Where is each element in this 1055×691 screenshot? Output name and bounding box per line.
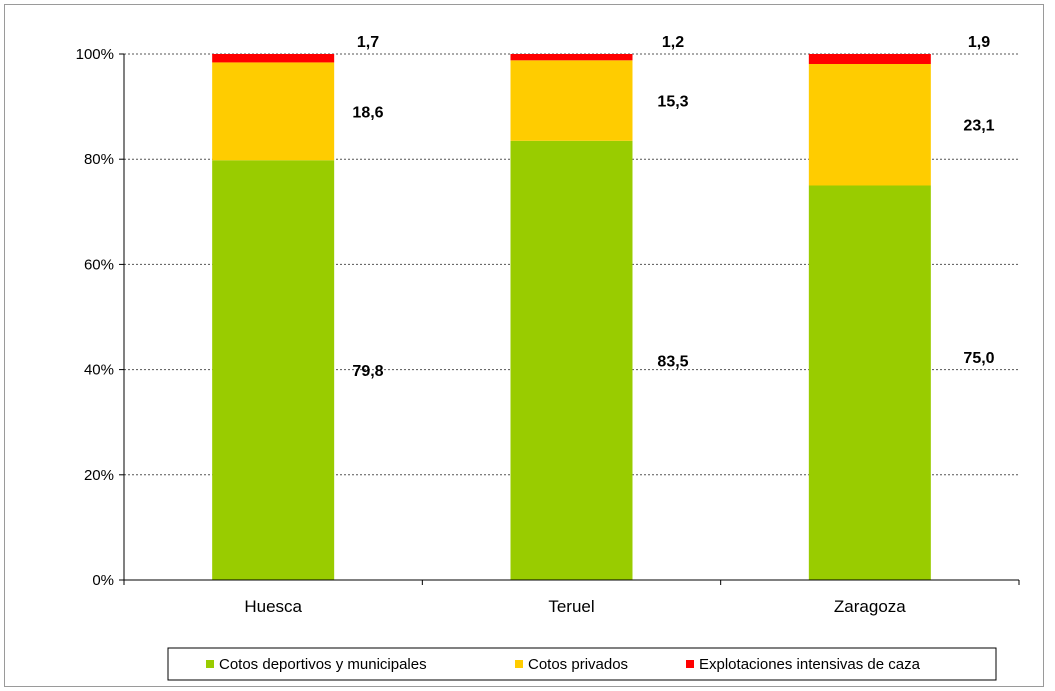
bar-segment	[510, 54, 633, 61]
data-labels: 79,8 18,6 1,7 83,5 15,3 1,2 75,0 23,1 1,9	[352, 34, 994, 380]
bar-segment	[808, 54, 931, 64]
bars	[212, 54, 931, 581]
legend: Cotos deportivos y municipales Cotos priv…	[167, 647, 997, 681]
data-label: 23,1	[963, 118, 994, 135]
legend-swatch	[686, 660, 694, 668]
bar-segment	[212, 160, 335, 580]
y-tick-label: 80%	[84, 151, 114, 168]
data-label: 75,0	[963, 350, 994, 367]
data-label: 1,9	[968, 34, 990, 51]
legend-label: Cotos deportivos y municipales	[219, 656, 427, 673]
y-tick-label: 60%	[84, 256, 114, 273]
data-label: 1,2	[662, 34, 684, 51]
data-label: 1,7	[357, 34, 379, 51]
data-label: 15,3	[657, 94, 688, 111]
legend-label: Cotos privados	[528, 656, 628, 673]
y-tick-label: 0%	[92, 572, 114, 589]
bar-segment	[212, 54, 335, 63]
x-category-label: Teruel	[548, 597, 594, 616]
legend-swatch	[206, 660, 214, 668]
x-category-label: Huesca	[244, 597, 302, 616]
bar-segment	[510, 60, 633, 141]
bar-segment	[808, 63, 931, 186]
data-label: 79,8	[352, 363, 383, 380]
bar-segment	[510, 140, 633, 581]
y-tick-label: 40%	[84, 362, 114, 379]
legend-label: Explotaciones intensivas de caza	[699, 656, 921, 673]
x-category-label: Zaragoza	[834, 597, 906, 616]
stacked-bar-chart: 0% 20% 40% 60% 80% 100% Huesca Teruel Zaragoza 7…	[76, 34, 1020, 681]
legend-box	[167, 647, 997, 681]
bar-segment	[808, 185, 931, 580]
chart-frame: 0% 20% 40% 60% 80% 100% Huesca Teruel Zaragoza 7…	[4, 4, 1044, 687]
axes: 0% 20% 40% 60% 80% 100% Huesca Teruel Zaragoza	[76, 46, 1020, 616]
y-tick-label: 20%	[84, 467, 114, 484]
y-tick-label: 100%	[76, 46, 114, 63]
bar-segment	[212, 62, 335, 161]
data-label: 18,6	[352, 104, 383, 121]
data-label: 83,5	[657, 353, 688, 370]
legend-swatch	[515, 660, 523, 668]
